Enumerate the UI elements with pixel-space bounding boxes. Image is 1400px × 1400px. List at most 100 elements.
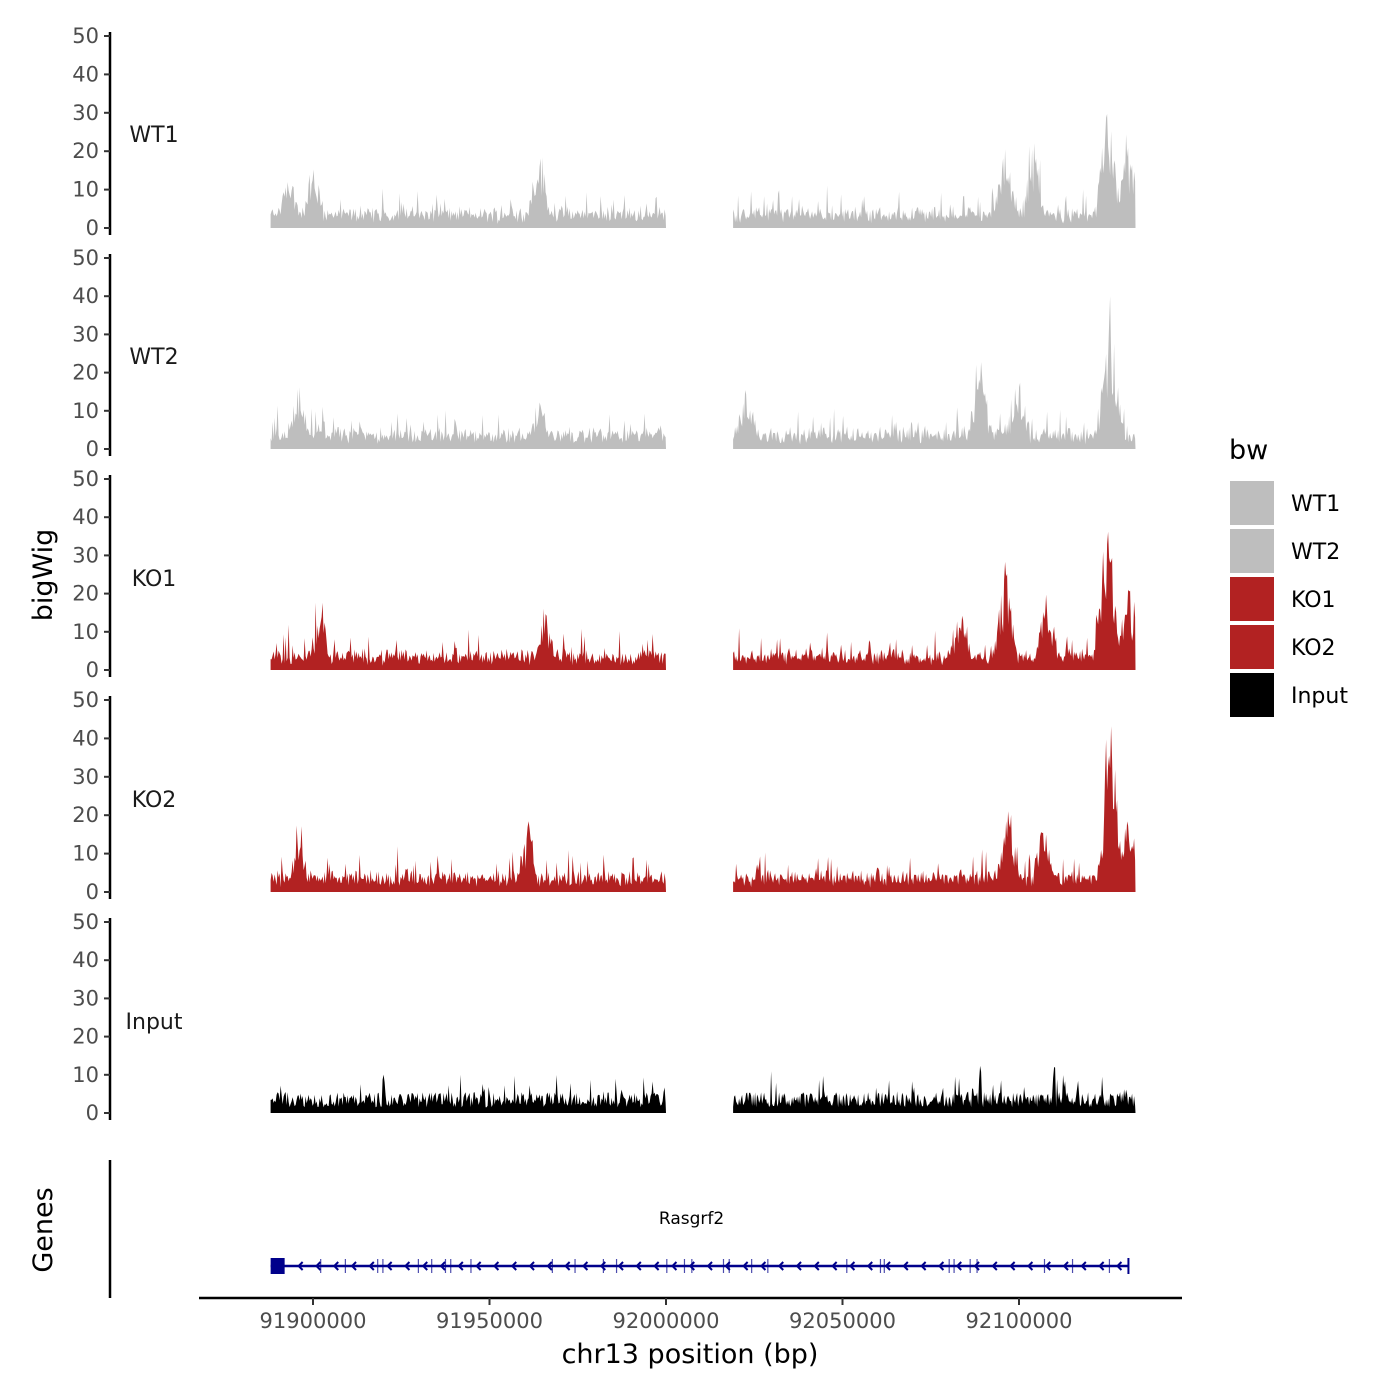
strand-arrow	[564, 1261, 571, 1271]
strand-arrow	[582, 1261, 589, 1271]
y-tick-label: 10	[72, 178, 99, 202]
track-ko2: 0 10 20 30 40 50 KO2	[72, 688, 1136, 904]
y-tick-label: 20	[72, 582, 99, 606]
strand-arrow	[350, 1261, 357, 1271]
signal-area-ko2-region-2	[733, 726, 1136, 892]
signal-area-ko2-region-1	[270, 821, 666, 892]
strand-arrow	[1009, 1261, 1016, 1271]
y-tick-label: 30	[72, 101, 99, 125]
y-tick-label: 50	[72, 246, 99, 270]
strand-arrow	[457, 1261, 464, 1271]
signal-area-wt2-region-2	[733, 296, 1136, 449]
y-tick-label: 30	[72, 986, 99, 1010]
y-tick-label: 40	[72, 505, 99, 529]
strand-arrow	[688, 1261, 695, 1271]
legend: bw WT1 WT2 KO1 KO2 Input	[1228, 435, 1348, 719]
genes-panel: Rasgrf2	[108, 1160, 1130, 1298]
legend-swatch-ko1	[1228, 575, 1276, 623]
y-tick-label: 30	[72, 765, 99, 789]
y-tick-label: 40	[72, 62, 99, 86]
strand-arrow	[1044, 1261, 1051, 1271]
strand-arrow	[439, 1261, 446, 1271]
legend-swatch-ko2	[1228, 623, 1276, 671]
strand-arrow	[1080, 1261, 1087, 1271]
strand-arrow	[510, 1261, 517, 1271]
y-tick-label: 0	[86, 658, 99, 682]
strand-arrow	[1027, 1261, 1034, 1271]
y-tick-label: 20	[72, 361, 99, 385]
strand-arrow	[955, 1261, 962, 1271]
strand-arrow	[671, 1261, 678, 1271]
y-tick-label: 50	[72, 910, 99, 934]
strand-arrow	[831, 1261, 838, 1271]
y-tick-label: 10	[72, 1063, 99, 1087]
x-axis: 91900000 91950000 92000000 92050000 92100000	[199, 1296, 1182, 1333]
signal-area-ko1-region-2	[733, 531, 1136, 670]
strand-arrow	[546, 1261, 553, 1271]
y-tick-label: 0	[86, 880, 99, 904]
y-tick-label: 40	[72, 284, 99, 308]
strand-arrow	[1062, 1261, 1069, 1271]
y-tick-label: 30	[72, 543, 99, 567]
strand-arrow	[599, 1261, 606, 1271]
strand-arrow	[617, 1261, 624, 1271]
genes-panel-title: Genes	[28, 1187, 59, 1272]
y-axis-title: bigWig	[28, 529, 59, 622]
strand-arrow	[849, 1261, 856, 1271]
strand-arrow	[475, 1261, 482, 1271]
strand-arrow	[884, 1261, 891, 1271]
x-tick-label: 91900000	[260, 1309, 367, 1333]
strand-arrow	[1098, 1261, 1105, 1271]
track-label: Input	[126, 1010, 183, 1035]
strand-arrow	[421, 1261, 428, 1271]
x-tick-label: 92100000	[966, 1309, 1073, 1333]
strand-arrow	[813, 1261, 820, 1271]
signal-area-input-region-2	[733, 1065, 1136, 1113]
y-tick-label: 40	[72, 726, 99, 750]
track-label: WT1	[129, 123, 178, 148]
strand-arrow	[866, 1261, 873, 1271]
y-tick-label: 20	[72, 1025, 99, 1049]
y-tick-label: 50	[72, 467, 99, 491]
track-label: WT2	[129, 345, 178, 370]
strand-arrow	[902, 1261, 909, 1271]
gene-rasgrf2: Rasgrf2	[270, 1209, 1130, 1274]
strand-arrow	[742, 1261, 749, 1271]
x-axis-title: chr13 position (bp)	[562, 1339, 819, 1370]
track-input: 0 10 20 30 40 50 Input	[72, 910, 1136, 1125]
y-tick-label: 0	[86, 216, 99, 240]
y-tick-label: 0	[86, 437, 99, 461]
x-tick-label: 91950000	[436, 1309, 543, 1333]
signal-area-wt1-region-2	[733, 114, 1136, 228]
strand-arrow	[528, 1261, 535, 1271]
strand-arrow	[368, 1261, 375, 1271]
strand-arrow	[938, 1261, 945, 1271]
strand-arrow	[1116, 1261, 1123, 1271]
y-tick-label: 20	[72, 139, 99, 163]
track-wt2: 0 10 20 30 40 50 WT2	[72, 246, 1136, 461]
legend-title: bw	[1229, 435, 1268, 466]
y-tick-label: 30	[72, 322, 99, 346]
y-tick-label: 0	[86, 1101, 99, 1125]
y-tick-label: 10	[72, 620, 99, 644]
signal-area-input-region-1	[270, 1074, 666, 1113]
y-tick-label: 10	[72, 399, 99, 423]
legend-label-wt2: WT2	[1291, 540, 1340, 565]
legend-label-ko1: KO1	[1291, 588, 1336, 613]
legend-swatch-input	[1228, 671, 1276, 719]
strand-arrow	[706, 1261, 713, 1271]
signal-tracks: 0 10 20 30 40 50 WT1 0 10 20 30 40 50 WT2 0 10 20 30 40 50 K…	[72, 24, 1136, 1125]
strand-arrow	[315, 1261, 322, 1271]
strand-arrow	[404, 1261, 411, 1271]
legend-label-input: Input	[1291, 684, 1348, 709]
strand-arrow	[991, 1261, 998, 1271]
legend-swatch-wt1	[1228, 479, 1276, 527]
track-label: KO1	[132, 567, 177, 592]
legend-label-ko2: KO2	[1291, 636, 1336, 661]
y-tick-label: 10	[72, 842, 99, 866]
strand-arrow	[724, 1261, 731, 1271]
track-label: KO2	[132, 788, 177, 813]
x-tick-label: 92000000	[613, 1309, 720, 1333]
strand-arrow	[760, 1261, 767, 1271]
strand-arrow	[653, 1261, 660, 1271]
